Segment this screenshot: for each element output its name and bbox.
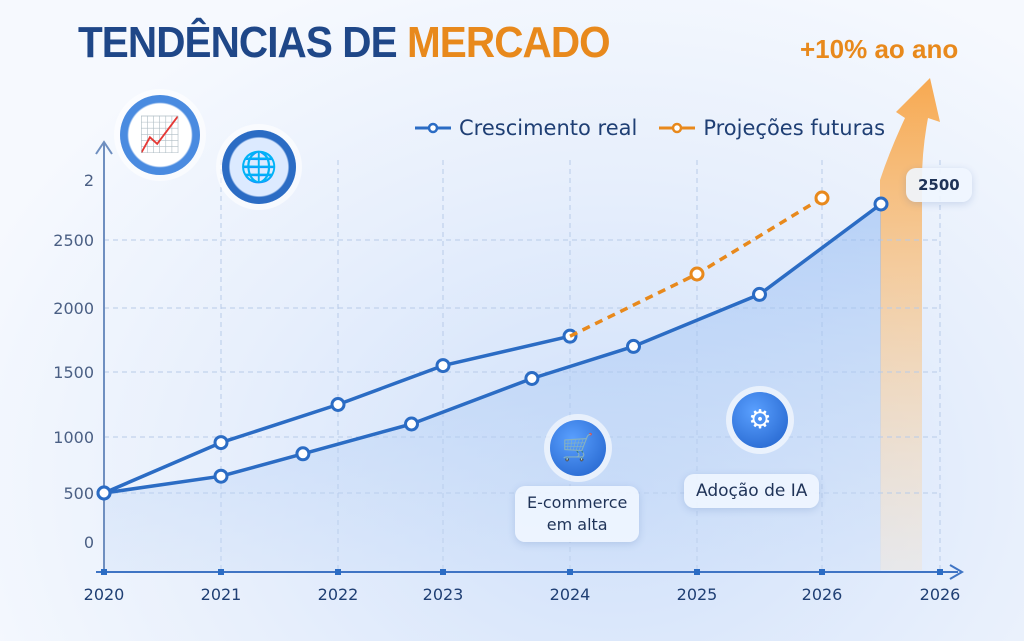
data-point xyxy=(213,468,229,484)
data-point xyxy=(689,266,705,282)
callout-line-1: E-commerce xyxy=(527,493,628,512)
y-axis-arrow-icon xyxy=(95,140,113,155)
legend-line-solid-icon xyxy=(415,122,451,134)
series-line-0 xyxy=(103,202,883,495)
data-point xyxy=(435,358,451,374)
y-tick-label: 500 xyxy=(63,484,94,503)
x-tick-label: 2026 xyxy=(920,585,961,604)
y-tick-label: 1000 xyxy=(53,428,94,447)
callout-ai: Adoção de IA xyxy=(684,474,820,508)
x-tick-mark xyxy=(694,569,700,575)
data-point xyxy=(873,196,889,212)
x-tick-label: 2021 xyxy=(201,585,242,604)
data-point xyxy=(814,190,830,206)
x-tick-label: 2020 xyxy=(84,585,125,604)
x-tick-label: 2022 xyxy=(318,585,359,604)
y-tick-label: 2500 xyxy=(53,231,94,250)
callout-line-2: em alta xyxy=(546,515,608,534)
x-tick-mark xyxy=(937,569,943,575)
x-tick-mark xyxy=(101,569,107,575)
callout-ecommerce: E-commerce em alta xyxy=(515,486,640,542)
legend: Crescimento real Projeções futuras xyxy=(415,116,885,140)
title-part-1: TENDÊNCIAS DE xyxy=(78,18,398,67)
y-tick-label: 2 xyxy=(84,171,94,190)
legend-item-real: Crescimento real xyxy=(415,116,637,140)
x-tick-mark xyxy=(218,569,224,575)
y-tick-label: 1500 xyxy=(53,363,94,382)
x-tick-mark xyxy=(335,569,341,575)
x-axis-arrow-icon xyxy=(949,564,964,580)
legend-label: Projeções futuras xyxy=(703,116,886,140)
chart-title: TENDÊNCIAS DE MERCADO xyxy=(78,18,611,68)
ai-chip-icon: ⚙ xyxy=(732,392,788,448)
x-tick-mark xyxy=(819,569,825,575)
chart-growth-icon: 📈 xyxy=(120,95,200,175)
x-tick-label: 2025 xyxy=(677,585,718,604)
legend-item-projection: Projeções futuras xyxy=(659,116,885,140)
shopping-cart-icon: 🛒 xyxy=(550,420,606,476)
data-point xyxy=(626,338,641,354)
data-point xyxy=(330,397,346,412)
data-point xyxy=(524,371,540,386)
data-point xyxy=(295,446,311,462)
x-tick-mark xyxy=(440,569,446,575)
globe-search-icon: 🌐 xyxy=(222,130,296,204)
data-point xyxy=(96,485,112,501)
value-label: 2500 xyxy=(906,168,972,202)
y-tick-label: 2000 xyxy=(53,299,94,318)
legend-label: Crescimento real xyxy=(459,116,638,140)
y-tick-label: 0 xyxy=(84,533,94,552)
data-point xyxy=(404,416,419,432)
title-part-2: MERCADO xyxy=(407,18,611,67)
x-tick-label: 2026 xyxy=(802,585,843,604)
growth-annotation: +10% ao ano xyxy=(800,34,959,64)
x-tick-mark xyxy=(567,569,573,575)
data-point xyxy=(213,435,229,451)
x-tick-label: 2024 xyxy=(550,585,591,604)
x-tick-label: 2023 xyxy=(423,585,464,604)
growth-arrow xyxy=(880,78,940,570)
data-point xyxy=(752,286,767,302)
legend-line-dashed-icon xyxy=(659,122,696,134)
